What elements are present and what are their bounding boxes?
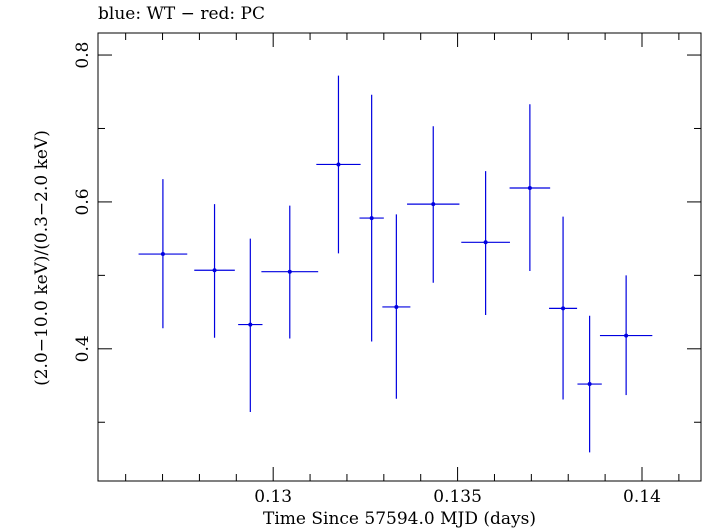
axis-tick-labels: 0.13 0.135 0.14 0.4 0.6 0.8 [73,42,661,507]
data-point [316,75,361,254]
y-tick-label: 0.6 [73,188,93,215]
y-tick-label: 0.4 [73,335,93,362]
data-point [577,315,602,453]
data-marker [369,216,374,221]
data-point [461,171,510,316]
data-point [359,94,384,342]
data-marker [624,333,629,338]
data-marker [587,382,592,387]
plot-frame [97,32,702,482]
data-point [261,205,319,339]
x-axis-label: Time Since 57594.0 MJD (days) [263,509,536,529]
data-point [549,216,578,400]
y-axis-label: (2.0−10.0 keV)/(0.3−2.0 keV) [32,130,52,386]
data-point [194,204,235,338]
data-marker [287,269,292,274]
data-marker [561,306,566,311]
data-marker [527,185,532,190]
data-marker [394,304,399,309]
data-marker [483,240,488,245]
axis-ticks [98,33,701,481]
data-point [407,126,460,283]
data-point [382,214,411,399]
data-marker [431,202,436,207]
data-point [238,238,263,412]
y-tick-label: 0.8 [73,42,93,69]
chart-title: blue: WT − red: PC [98,4,265,24]
data-marker [212,268,217,273]
x-tick-label: 0.135 [433,487,482,507]
data-marker [248,322,253,327]
data-marker [160,252,165,257]
data-point [599,275,653,396]
data-marker [336,162,341,167]
data-marks [138,75,653,453]
data-point [138,179,188,329]
x-tick-label: 0.13 [254,487,292,507]
data-point [509,104,551,271]
x-tick-label: 0.14 [623,487,661,507]
